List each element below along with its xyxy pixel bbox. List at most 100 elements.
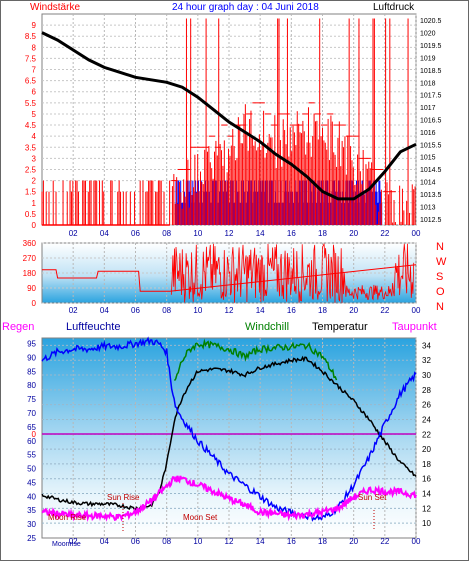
direction-tick-label: 270 — [23, 254, 37, 263]
wind-tick-label: 0 — [32, 221, 37, 230]
temperature-humidity-x-axis: 02 04 06 08 10 12 14 16 18 20 22 00 — [69, 537, 421, 546]
wind-tick-label: 1.5 — [25, 188, 37, 197]
x-tick-label: 12 — [225, 537, 234, 546]
rain-axis-zero: 0 — [32, 430, 37, 439]
x-tick-label: 02 — [69, 306, 78, 315]
wind-direction-x-axis: 02 04 06 08 10 12 14 16 18 20 22 00 — [69, 306, 421, 315]
x-tick-label: 18 — [318, 306, 327, 315]
x-tick-label: 16 — [287, 537, 296, 546]
humidity-tick-label: 55 — [27, 451, 36, 460]
compass-label: N — [436, 301, 444, 313]
humidity-tick-label: 80 — [27, 381, 36, 390]
x-tick-label: 18 — [318, 229, 327, 238]
wind-tick-label: 6.5 — [25, 77, 37, 86]
pressure-tick-label: 1015 — [420, 155, 436, 162]
humidity-tick-label: 40 — [27, 492, 36, 501]
wind-pressure-grid — [42, 14, 417, 226]
x-tick-label: 04 — [100, 229, 109, 238]
wind-direction-line — [42, 264, 417, 292]
pressure-tick-label: 1012.5 — [420, 217, 442, 224]
pressure-tick-label: 1019.5 — [420, 43, 442, 50]
x-tick-label: 04 — [100, 537, 109, 546]
humidity-line — [41, 336, 417, 522]
temperature-line — [41, 355, 417, 511]
pressure-tick-label: 1018.5 — [420, 68, 442, 75]
pressure-tick-label: 1020.5 — [420, 18, 442, 25]
pressure-tick-label: 1014.5 — [420, 167, 442, 174]
humidity-tick-label: 70 — [27, 409, 36, 418]
x-tick-label: 00 — [412, 229, 421, 238]
x-tick-label: 04 — [100, 306, 109, 315]
pressure-tick-label: 1016 — [420, 130, 436, 137]
humidity-tick-label: 45 — [27, 478, 36, 487]
wind-speed-axis: 0 0.5 1 1.5 2 2.5 3 3.5 4 4.5 5 5.5 6 6.5 7 7.5 8 8.5 9 — [25, 21, 37, 230]
wind-tick-label: 1 — [32, 199, 37, 208]
humidity-tick-label: 75 — [27, 395, 36, 404]
wind-direction-scatter — [170, 243, 415, 303]
x-tick-label: 14 — [256, 537, 265, 546]
wind-tick-label: 9 — [32, 21, 37, 30]
temperature-tick-label: 26 — [422, 401, 431, 410]
humidity-tick-label: 30 — [27, 520, 36, 529]
temperature-tick-label: 24 — [422, 415, 431, 424]
compass-label: S — [436, 271, 443, 283]
direction-tick-label: 0 — [32, 299, 37, 308]
wind-tick-label: 4.5 — [25, 121, 37, 130]
pressure-tick-label: 1019 — [420, 55, 436, 62]
x-tick-label: 20 — [349, 229, 358, 238]
wind-tick-label: 7 — [32, 66, 37, 75]
wind-tick-label: 2 — [32, 177, 37, 186]
humidity-tick-label: 90 — [27, 353, 36, 362]
dewpoint-line — [41, 475, 417, 522]
compass-label: N — [436, 241, 444, 253]
humidity-tick-label: 60 — [27, 437, 36, 446]
taupunkt-label: Taupunkt — [392, 321, 437, 333]
sun-set-annotation: Sun Set — [358, 493, 387, 502]
pressure-tick-label: 1016.5 — [420, 118, 442, 125]
wind-pressure-x-axis: 02 04 06 08 10 12 14 16 18 20 22 00 — [69, 229, 421, 238]
page-title: 24 hour graph day : 04 Juni 2018 — [172, 2, 319, 13]
x-tick-label: 18 — [318, 537, 327, 546]
pressure-tick-label: 1020 — [420, 31, 436, 38]
humidity-axis: 25 30 35 40 45 50 55 60 65 70 75 80 85 90 95 — [27, 340, 36, 543]
sun-rise-annotation: Sun Rise — [107, 493, 140, 502]
compass-label: O — [436, 286, 445, 298]
direction-tick-label: 180 — [23, 269, 37, 278]
x-tick-label: 22 — [380, 306, 389, 315]
x-tick-label: 22 — [380, 537, 389, 546]
humidity-tick-label: 25 — [27, 534, 36, 543]
humidity-tick-label: 95 — [27, 340, 36, 349]
pressure-tick-label: 1015.5 — [420, 142, 442, 149]
wind-direction-axis: 0 90 180 270 360 — [23, 239, 37, 308]
pressure-line — [41, 31, 417, 201]
x-tick-label: 06 — [131, 306, 140, 315]
luftdruck-label: Luftdruck — [373, 2, 415, 13]
temperature-tick-label: 22 — [422, 430, 431, 439]
temperature-tick-label: 30 — [422, 371, 431, 380]
x-tick-label: 16 — [287, 306, 296, 315]
humidity-tick-label: 85 — [27, 367, 36, 376]
x-tick-label: 20 — [349, 537, 358, 546]
pressure-tick-label: 1018 — [420, 80, 436, 87]
x-tick-label: 10 — [193, 537, 202, 546]
x-tick-label: 10 — [193, 229, 202, 238]
x-tick-label: 00 — [412, 537, 421, 546]
x-tick-label: 06 — [131, 537, 140, 546]
luftfeuchte-label: Luftfeuchte — [66, 321, 120, 333]
humidity-tick-label: 65 — [27, 423, 36, 432]
direction-tick-label: 90 — [27, 284, 36, 293]
x-tick-label: 14 — [256, 229, 265, 238]
wind-tick-label: 7.5 — [25, 54, 37, 63]
x-tick-label: 08 — [162, 306, 171, 315]
windchill-label: Windchill — [245, 321, 289, 333]
temperature-tick-label: 14 — [422, 490, 431, 499]
wind-tick-label: 0.5 — [25, 210, 37, 219]
wind-direction-noise — [170, 243, 415, 303]
wind-tick-label: 2.5 — [25, 165, 37, 174]
temperature-tick-label: 32 — [422, 356, 431, 365]
temperatur-label: Temperatur — [312, 321, 368, 333]
